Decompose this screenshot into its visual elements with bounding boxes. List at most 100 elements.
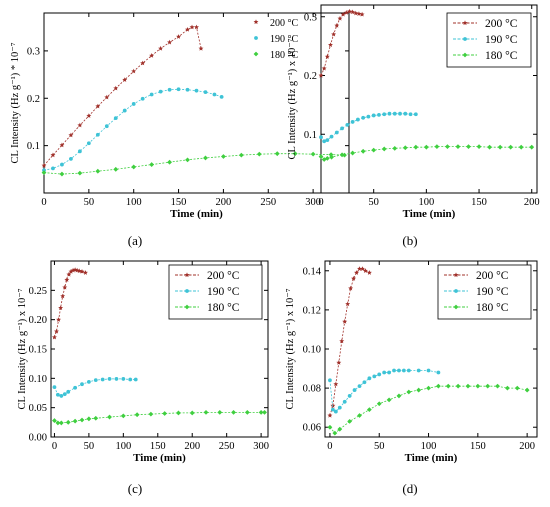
data-point: [318, 154, 324, 159]
data-point: [406, 389, 412, 395]
data-point: [366, 270, 372, 275]
x-tick-label: 150: [171, 197, 187, 208]
x-tick-label: 150: [150, 441, 166, 452]
data-point: [367, 376, 372, 381]
y-tick-label: 0.3: [304, 12, 317, 23]
panel-label: (b): [402, 233, 417, 248]
data-point: [113, 166, 119, 172]
data-point: [426, 368, 431, 373]
data-point: [396, 393, 402, 399]
data-point: [221, 154, 226, 159]
data-point: [198, 45, 204, 51]
x-tick-label: 100: [421, 441, 437, 452]
legend: 200 °C 190 °C 180 °C: [437, 264, 532, 320]
data-point: [185, 26, 190, 32]
data-point: [413, 144, 419, 150]
x-axis-label: Time (min): [133, 452, 186, 464]
data-point: [386, 397, 392, 403]
data-point: [52, 385, 57, 390]
x-tick-label: 50: [84, 197, 95, 208]
data-point: [413, 112, 418, 117]
x-tick-label: 200: [184, 441, 200, 452]
data-point: [465, 383, 471, 389]
data-point: [336, 360, 342, 365]
data-point: [262, 409, 267, 415]
legend-entry: 180 °C: [270, 50, 298, 61]
data-point: [346, 8, 352, 14]
data-point: [176, 87, 181, 92]
data-point: [357, 384, 362, 389]
x-tick-label: 150: [471, 197, 487, 208]
data-point: [189, 24, 195, 30]
x-tick-label: 200: [216, 197, 232, 208]
data-point: [339, 152, 345, 158]
series-3: [318, 144, 535, 162]
legend-marker: [462, 52, 468, 58]
data-point: [403, 111, 408, 116]
data-point: [107, 414, 112, 420]
data-point: [382, 370, 387, 375]
data-point: [162, 411, 168, 416]
data-point: [455, 144, 461, 149]
data-point: [508, 144, 514, 150]
data-point: [51, 166, 55, 171]
data-point: [73, 385, 78, 390]
data-point: [51, 334, 57, 340]
y-tick-label: 0.20: [29, 315, 47, 326]
data-point: [426, 385, 431, 391]
data-point: [337, 426, 343, 432]
data-point: [402, 145, 408, 151]
legend-marker: [453, 272, 459, 278]
x-tick-label: 50: [84, 441, 95, 452]
y-tick-label: 0.08: [303, 384, 321, 395]
data-point: [387, 111, 392, 116]
data-point: [203, 409, 209, 415]
legend-box: [168, 264, 263, 320]
data-point: [217, 409, 223, 415]
series-3: [52, 409, 267, 426]
data-point: [212, 92, 217, 97]
data-point: [423, 144, 429, 150]
data-point: [361, 115, 366, 120]
legend-marker: [253, 51, 259, 57]
data-point: [357, 266, 362, 271]
data-point: [93, 415, 99, 421]
data-point: [58, 305, 64, 311]
data-point: [352, 388, 357, 392]
series-line: [54, 269, 86, 338]
data-point: [185, 87, 190, 92]
data-point: [322, 139, 327, 144]
y-tick-label: 0.12: [303, 305, 321, 316]
series-3: [327, 383, 530, 436]
data-point: [434, 144, 440, 149]
data-point: [59, 142, 65, 148]
data-point: [64, 277, 70, 282]
x-axis-label: Time (min): [170, 208, 223, 220]
data-point: [485, 383, 491, 389]
data-point: [113, 116, 118, 121]
legend-marker: [184, 272, 190, 278]
data-point: [219, 94, 224, 99]
legend-entry: 190 °C: [485, 34, 518, 46]
data-point: [82, 270, 88, 275]
data-point: [360, 266, 365, 271]
data-point: [333, 409, 338, 414]
x-tick-label: 300: [305, 197, 321, 208]
y-tick-label: 0.25: [29, 286, 47, 297]
data-point: [401, 368, 406, 373]
data-point: [274, 151, 280, 157]
data-point: [77, 122, 83, 128]
data-point: [366, 407, 372, 413]
legend-marker: [254, 36, 258, 40]
data-point: [59, 394, 64, 398]
y-tick-label: 0.1: [27, 141, 40, 152]
data-point: [524, 387, 530, 393]
y-tick-label: 0.06: [303, 423, 321, 434]
plot-frame: [43, 12, 350, 194]
data-point: [347, 418, 353, 424]
legend-entry: 200 °C: [476, 270, 509, 282]
data-point: [176, 34, 182, 39]
legend-box: [446, 12, 532, 68]
data-point: [392, 145, 398, 151]
y-tick-label: 0.1: [304, 130, 317, 141]
